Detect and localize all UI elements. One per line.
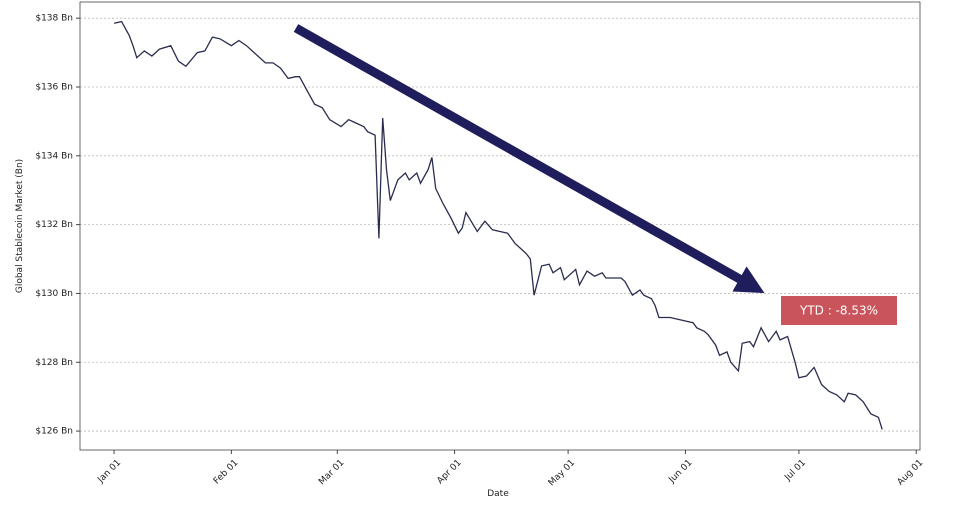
plot-area: $126 Bn $128 Bn $130 Bn $132 Bn $134 Bn $136 … [35,14,925,489]
y-tick-label: $138 Bn [35,14,73,24]
x-axis-label: Date [487,489,509,499]
y-tick-label: $128 Bn [35,358,73,368]
annotation-box [781,296,897,325]
y-tick-label: $132 Bn [35,220,73,230]
trend-arrow [293,24,765,294]
line-series [113,20,883,430]
x-tick-label: Mar 01 [317,458,346,487]
axes-frame [79,1,921,451]
x-tick-label: May 01 [547,458,577,488]
x-tick-label: Jan 01 [95,458,123,486]
annotation: YTD : -8.53% [799,304,878,318]
x-tick-label: Aug 01 [896,458,926,488]
x-tick-label: Feb 01 [212,458,240,486]
y-tick-label: $136 Bn [35,82,73,92]
y-tick-label: $130 Bn [35,289,73,299]
y-tick-label: $134 Bn [35,151,73,161]
x-tick-label: Jun 01 [667,458,695,486]
x-tick-label: Jul 01 [782,458,808,484]
x-tick-label: Apr 01 [435,458,463,486]
y-axis-label: Global Stablecoin Market (Bn) [15,159,25,293]
y-tick-label: $126 Bn [35,427,73,437]
